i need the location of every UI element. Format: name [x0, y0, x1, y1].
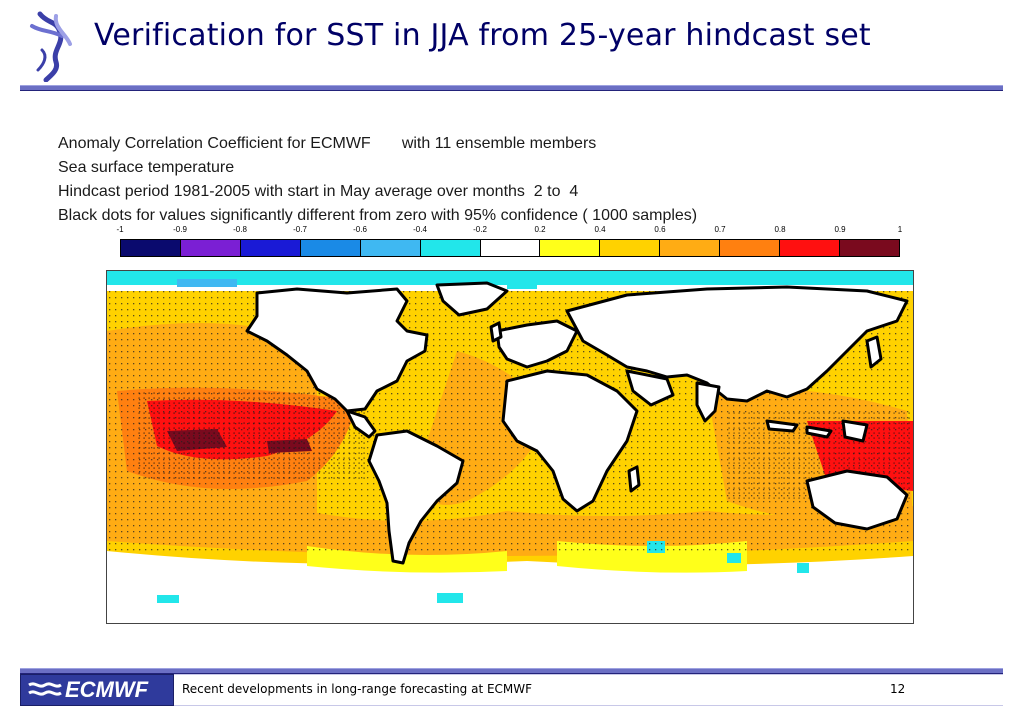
- colorbar-swatch: [180, 240, 241, 256]
- figure-caption: Anomaly Correlation Coefficient for ECMW…: [58, 132, 697, 228]
- caption-line-1: Anomaly Correlation Coefficient for ECMW…: [58, 135, 597, 152]
- colorbar-tick-labels: -1 -0.9 -0.8 -0.7 -0.6 -0.4 -0.2 0.2 0.4 0.6 0.7 0.…: [116, 225, 903, 239]
- page-number: 12: [890, 682, 906, 696]
- colorbar-swatch: [540, 240, 601, 256]
- colorbar-swatch: [360, 240, 421, 256]
- colorbar-swatch: [240, 240, 301, 256]
- colorbar-swatch: [720, 240, 781, 256]
- colorbar-swatch: [660, 240, 721, 256]
- footer-divider: [20, 668, 1003, 674]
- colorbar-swatch: [420, 240, 481, 256]
- colorbar-tick-label: 1: [897, 225, 903, 234]
- colorbar-swatch: [480, 240, 541, 256]
- slide-title: Verification for SST in JJA from 25-year…: [94, 18, 871, 53]
- colorbar-tick-label: -0.8: [233, 225, 247, 234]
- continent-outlines: [245, 281, 909, 565]
- footer-logo-text: ECMWF: [65, 677, 149, 702]
- colorbar-swatch: [780, 240, 841, 256]
- caption-line-4: Black dots for values significantly diff…: [58, 207, 698, 224]
- ecmwf-figure-logo-icon: [30, 11, 72, 82]
- colorbar-tick-label: 0.9: [834, 225, 846, 234]
- ecmwf-wave-logo-icon: ECMWF: [20, 674, 174, 706]
- colorbar-tick-label: 0.2: [534, 225, 546, 234]
- colorbar-tick-label: -0.6: [353, 225, 367, 234]
- colorbar-tick-label: 0.6: [654, 225, 666, 234]
- title-divider: [20, 85, 1003, 91]
- colorbar-tick-label: 0.4: [594, 225, 606, 234]
- colorbar-swatch: [840, 240, 899, 256]
- colorbar-tick-label: -1: [116, 225, 124, 234]
- colorbar-swatch: [121, 240, 181, 256]
- caption-line-3: Hindcast period 1981-2005 with start in …: [58, 183, 579, 200]
- colorbar-tick-label: 0.7: [714, 225, 726, 234]
- acc-world-map: [106, 270, 914, 624]
- caption-line-2: Sea surface temperature: [58, 159, 235, 176]
- colorbar-tick-label: -0.7: [293, 225, 307, 234]
- colorbar-tick-label: -0.2: [473, 225, 487, 234]
- colorbar-legend: -1 -0.9 -0.8 -0.7 -0.6 -0.4 -0.2 0.2 0.4 0.6 0.7 0.…: [116, 225, 903, 257]
- footer-text: Recent developments in long-range foreca…: [182, 682, 533, 696]
- colorbar-swatch: [600, 240, 661, 256]
- colorbar-tick-label: 0.8: [774, 225, 786, 234]
- colorbar-tick-label: -0.4: [413, 225, 427, 234]
- footer-bar: [174, 674, 1003, 706]
- colorbar-swatch: [300, 240, 361, 256]
- colorbar-swatches: [120, 239, 900, 257]
- colorbar-tick-label: -0.9: [173, 225, 187, 234]
- map-canvas: [107, 271, 913, 623]
